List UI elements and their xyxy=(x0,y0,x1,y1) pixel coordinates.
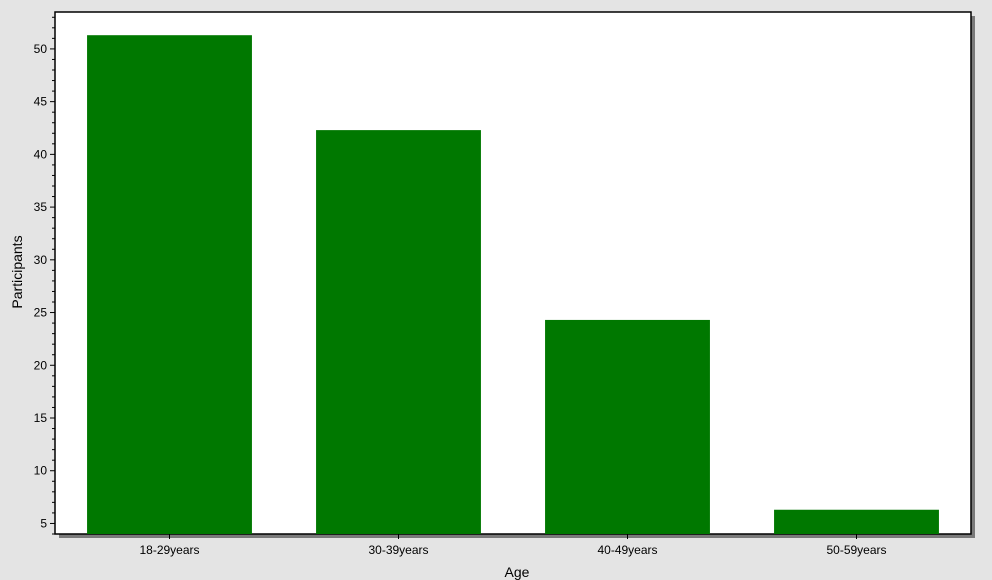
y-tick-label-40: 40 xyxy=(34,147,48,161)
y-tick-label-15: 15 xyxy=(34,411,48,425)
y-tick-label-45: 45 xyxy=(34,95,48,109)
y-axis: 5 10 15 20 25 30 35 40 45 50 xyxy=(34,16,55,535)
bar-30-39years xyxy=(316,130,481,535)
y-tick-label-20: 20 xyxy=(34,358,48,372)
y-tick-label-35: 35 xyxy=(34,200,48,214)
y-axis-title: Participants xyxy=(9,235,25,308)
bar-50-59years xyxy=(774,509,939,534)
x-tick-label-50-59years: 50-59years xyxy=(826,543,886,557)
x-tick-label-18-29years: 18-29years xyxy=(139,543,199,557)
x-tick-label-30-39years: 30-39years xyxy=(368,543,428,557)
x-axis: 18-29years 30-39years 40-49years 50-59years xyxy=(139,534,887,557)
y-tick-label-30: 30 xyxy=(34,253,48,267)
y-tick-label-5: 5 xyxy=(40,516,47,530)
y-tick-label-50: 50 xyxy=(34,42,48,56)
bars-group xyxy=(87,35,939,535)
bar-18-29years xyxy=(87,35,252,534)
x-tick-label-40-49years: 40-49years xyxy=(597,543,657,557)
bar-40-49years xyxy=(545,319,710,534)
y-tick-label-25: 25 xyxy=(34,306,48,320)
y-tick-label-10: 10 xyxy=(34,464,48,478)
x-axis-title: Age xyxy=(505,564,530,580)
